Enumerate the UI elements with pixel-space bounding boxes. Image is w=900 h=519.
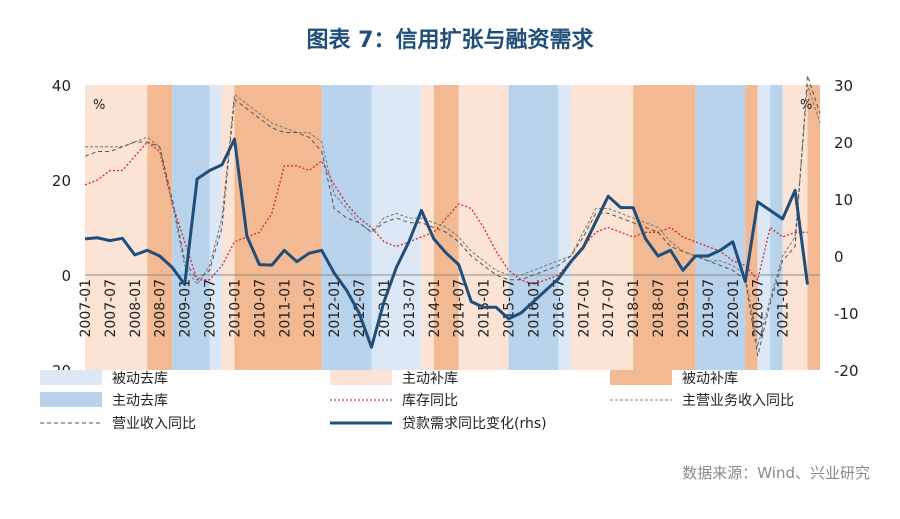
x-tick-label: 2009-07: [203, 279, 219, 338]
regime-band-passive_restock: [234, 85, 322, 370]
regime-bands: [85, 85, 820, 370]
right-tick-label: -20: [834, 362, 859, 380]
regime-band-active_destock: [770, 85, 783, 370]
x-tick-label: 2014-07: [452, 279, 468, 338]
right-tick-label: -10: [834, 305, 859, 323]
x-tick-label: 2017-07: [601, 279, 617, 338]
regime-band-active_restock: [570, 85, 634, 370]
legend-swatch: [40, 392, 102, 407]
regime-band-passive_restock: [633, 85, 696, 370]
regime-band-active_destock: [695, 85, 746, 370]
x-tick-label: 2009-01: [178, 279, 194, 338]
series-line-0: [84, 141, 808, 286]
x-tick-label: 2016-07: [551, 279, 567, 338]
x-tick-label: 2013-07: [402, 279, 418, 338]
x-tick-label: 2013-01: [377, 279, 393, 338]
regime-band-passive_destock: [209, 85, 223, 370]
regime-band-passive_restock: [147, 85, 173, 370]
legend-label: 被动补库: [682, 371, 738, 387]
x-tick-label: 2020-01: [726, 279, 742, 338]
x-tick-label: 2017-01: [576, 279, 592, 338]
x-tick-label: 2011-07: [302, 279, 318, 338]
legend-swatch: [330, 370, 392, 385]
legend-swatch: [40, 370, 102, 385]
right-tick-label: 0: [834, 248, 844, 266]
right-tick-label: 20: [834, 134, 853, 152]
x-tick-label: 2010-01: [227, 279, 243, 338]
x-tick-label: 2008-07: [153, 279, 169, 338]
legend-label: 主动去库: [112, 393, 168, 409]
x-tick-label: 2021-01: [776, 279, 792, 338]
left-tick-label: 0: [61, 267, 71, 285]
x-tick-label: 2012-01: [327, 279, 343, 338]
series-lines: [84, 75, 821, 357]
legend-label: 贷款需求同比变化(rhs): [402, 416, 547, 432]
x-tick-label: 2019-01: [676, 279, 692, 338]
x-tick-label: 2016-01: [526, 279, 542, 338]
legend-label: 主营业务收入同比: [682, 393, 794, 409]
legend-label: 被动去库: [112, 371, 168, 387]
regime-band-passive_destock: [757, 85, 771, 370]
regime-band-active_destock: [508, 85, 559, 370]
regime-band-passive_destock: [558, 85, 571, 370]
series-line-3: [84, 137, 809, 349]
x-tick-label: 2015-07: [502, 279, 518, 338]
chart-title: 图表 7：信用扩张与融资需求: [306, 28, 594, 53]
x-tick-label: 2011-01: [277, 279, 293, 338]
legend-label: 营业收入同比: [112, 416, 196, 432]
source-note: 数据来源：Wind、兴业研究: [682, 464, 870, 482]
left-tick-label: 20: [52, 172, 71, 190]
left-unit-label: %: [93, 98, 105, 113]
right-tick-label: 30: [834, 77, 853, 95]
x-tick-label: 2007-07: [103, 279, 119, 338]
x-tick-label: 2018-07: [651, 279, 667, 338]
x-tick-label: 2020-07: [751, 279, 767, 338]
right-tick-label: 10: [834, 191, 853, 209]
regime-band-active_restock: [85, 85, 148, 370]
x-tick-label: 2010-07: [252, 279, 268, 338]
x-tick-label: 2007-01: [78, 279, 94, 338]
x-tick-label: 2014-01: [427, 279, 443, 338]
left-tick-label: 40: [52, 77, 71, 95]
x-tick-label: 2019-07: [701, 279, 717, 338]
legend-label: 库存同比: [402, 393, 458, 409]
x-tick-label: 2018-01: [626, 279, 642, 338]
legend-swatch: [610, 370, 672, 385]
regime-band-passive_restock: [807, 85, 820, 370]
legend-label: 主动补库: [402, 371, 458, 387]
x-tick-label: 2008-01: [128, 279, 144, 338]
